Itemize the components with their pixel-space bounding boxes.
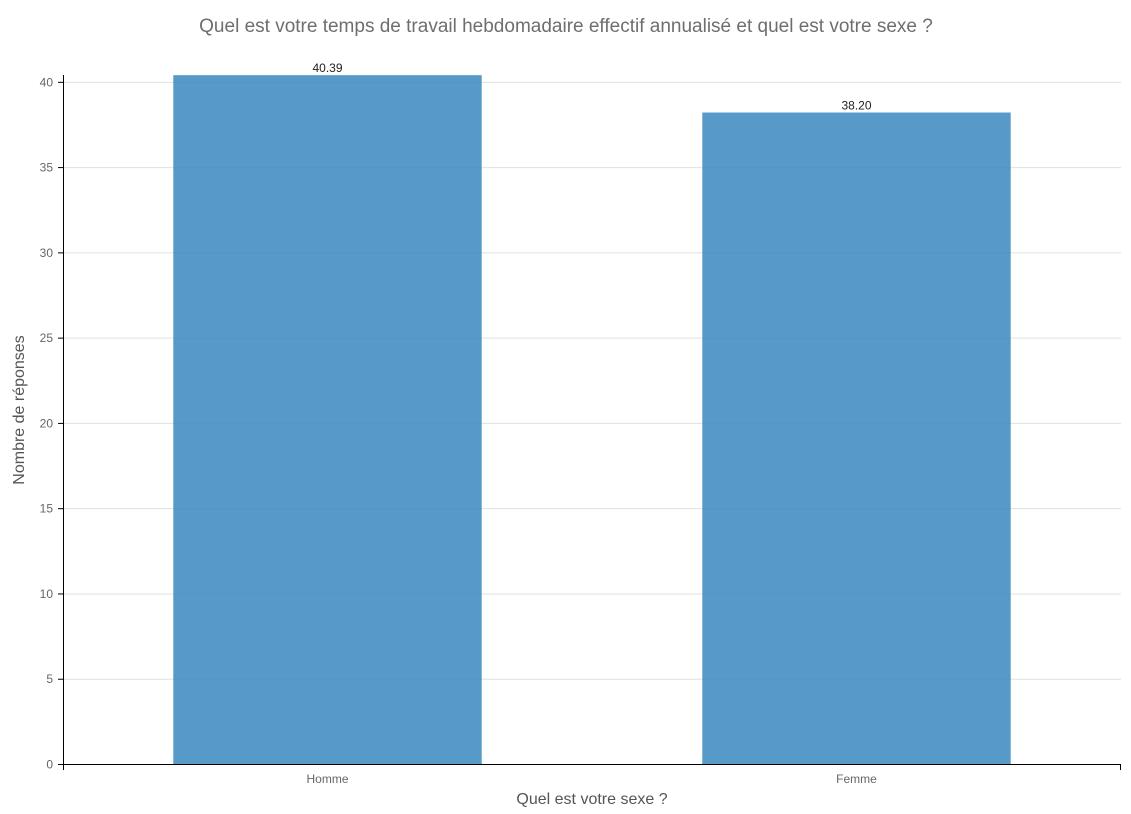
y-axis-label: Nombre de réponses	[11, 335, 28, 484]
y-tick-label: 30	[40, 246, 54, 260]
y-tick-label: 35	[40, 161, 54, 175]
data-label: 38.20	[841, 99, 871, 113]
y-tick-label: 25	[40, 331, 54, 345]
axes: 0 5 10 15 20 25 30 35 40 Homme Femme	[40, 75, 1121, 786]
chart-title: Quel est votre temps de travail hebdomad…	[199, 16, 933, 37]
bars: 40.39 38.20	[173, 61, 1011, 765]
y-tick-label: 5	[46, 672, 53, 686]
y-tick-label: 0	[46, 758, 53, 772]
y-tick-label: 15	[40, 502, 54, 516]
x-tick-label: Homme	[306, 772, 348, 786]
bar-femme	[702, 112, 1011, 765]
x-axis-label: Quel est votre sexe ?	[516, 791, 667, 808]
x-tick-label: Femme	[836, 772, 877, 786]
y-tick-label: 40	[40, 75, 54, 89]
y-tick-label: 10	[40, 587, 54, 601]
data-label: 40.39	[312, 61, 342, 75]
bar-homme	[173, 75, 482, 765]
y-tick-label: 20	[40, 416, 54, 430]
